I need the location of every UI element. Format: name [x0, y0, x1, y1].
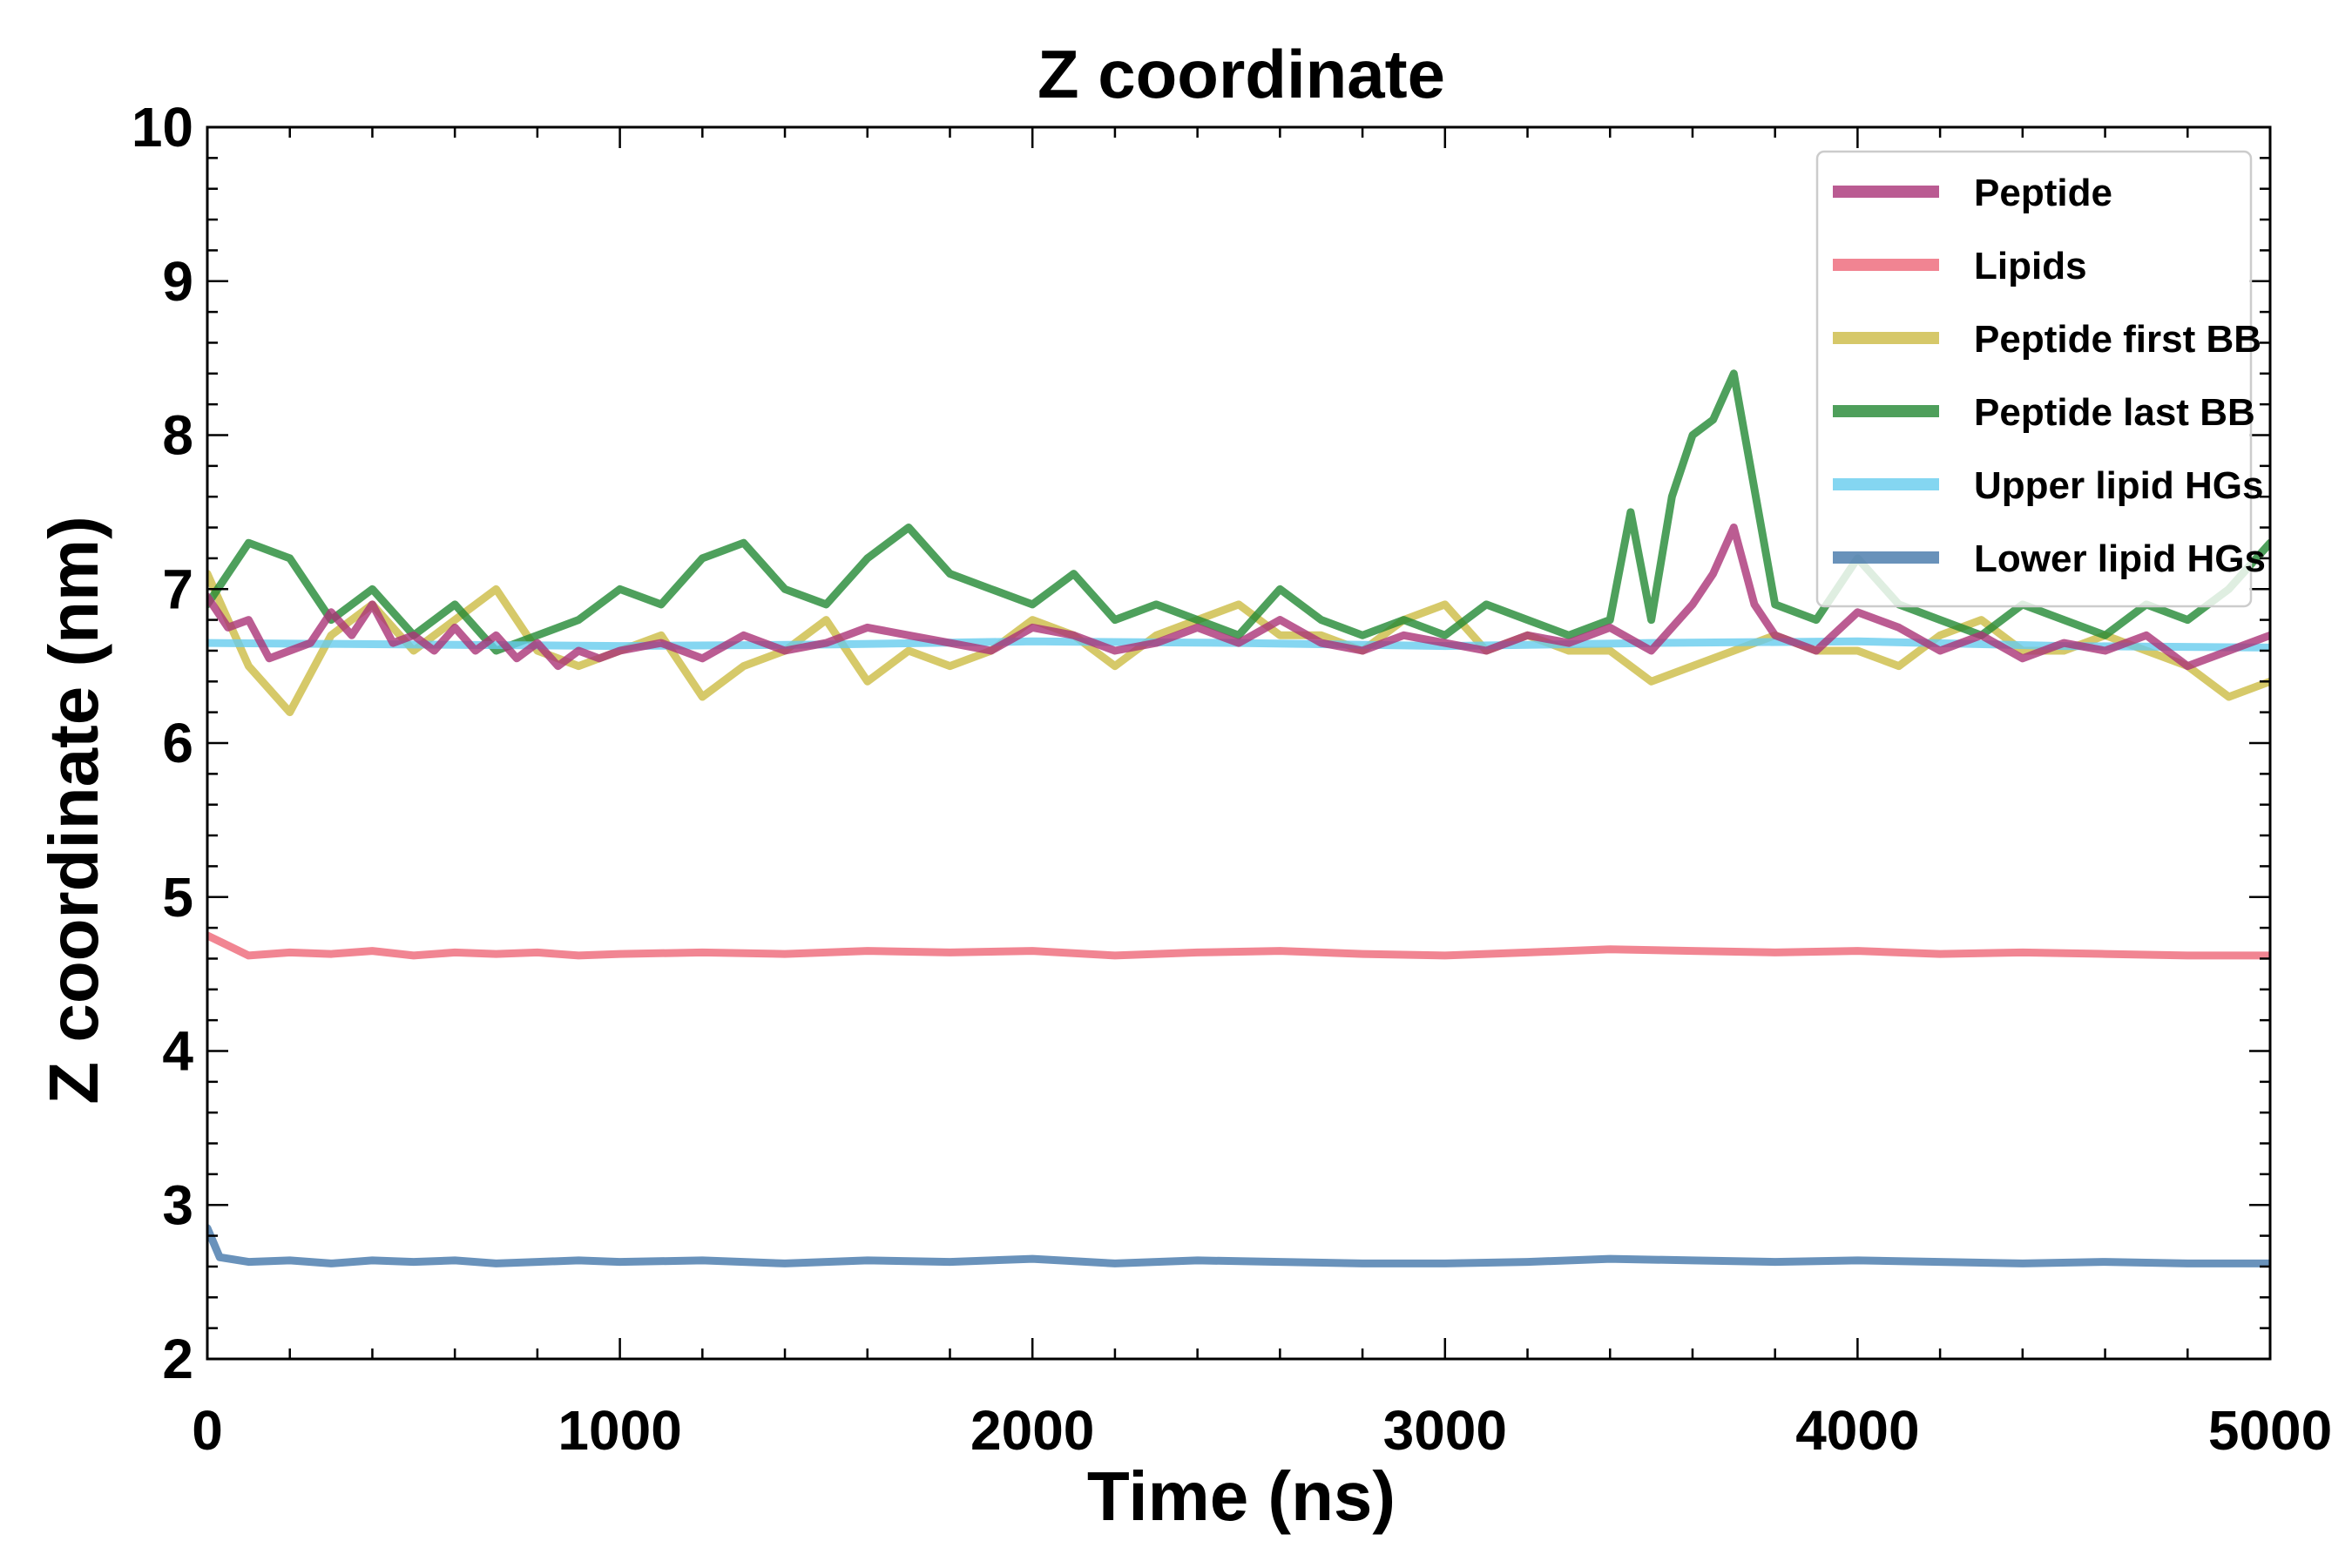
- x-axis-label: Time (ns): [1087, 1457, 1396, 1535]
- legend-label: Upper lipid HGs: [1974, 464, 2263, 507]
- series-line-peptide: [207, 524, 2270, 671]
- x-tick-label: 4000: [1795, 1399, 1919, 1462]
- x-tick-label: 2000: [970, 1399, 1094, 1462]
- legend-item: Lipids: [1833, 245, 2087, 287]
- legend-item: Upper lipid HGs: [1833, 464, 2263, 507]
- legend-item: Peptide: [1833, 172, 2112, 214]
- legend-label: Peptide last BB: [1974, 391, 2255, 434]
- series-group: [207, 369, 2270, 1267]
- legend-label: Peptide: [1974, 172, 2112, 214]
- x-axis: 0 1000 2000 3000 4000 5000: [192, 127, 2332, 1462]
- legend-label: Peptide first BB: [1974, 318, 2261, 361]
- x-tick-label: 1000: [558, 1399, 681, 1462]
- y-tick-label: 6: [162, 712, 193, 774]
- y-tick-label: 4: [162, 1020, 193, 1083]
- x-tick-label: 3000: [1383, 1399, 1507, 1462]
- legend: Peptide Lipids Peptide first BB Peptide las…: [1815, 150, 2266, 608]
- y-axis: 2 3 4 5 6 7 8 9 10: [132, 96, 2270, 1390]
- plot-area: [206, 125, 2272, 1361]
- series-line-lower-lipid-hgs: [207, 1224, 2270, 1267]
- y-tick-label: 10: [132, 96, 193, 159]
- y-tick-label: 5: [162, 866, 193, 929]
- x-tick-label: 5000: [2208, 1399, 2332, 1462]
- legend-item: Lower lipid HGs: [1833, 537, 2266, 580]
- legend-item: Peptide last BB: [1833, 391, 2255, 434]
- y-tick-label: 9: [162, 250, 193, 313]
- chart-title: Z coordinate: [1037, 36, 1445, 112]
- legend-label: Lower lipid HGs: [1974, 537, 2266, 580]
- y-axis-label: Z coordinate (nm): [35, 516, 112, 1105]
- y-tick-label: 7: [162, 558, 193, 620]
- series-line-lipids: [207, 931, 2270, 960]
- x-tick-label: 0: [192, 1399, 223, 1462]
- legend-item: Peptide first BB: [1833, 318, 2261, 361]
- y-tick-label: 8: [162, 404, 193, 467]
- y-tick-label: 3: [162, 1173, 193, 1236]
- legend-label: Lipids: [1974, 245, 2087, 287]
- y-tick-label: 2: [162, 1328, 193, 1390]
